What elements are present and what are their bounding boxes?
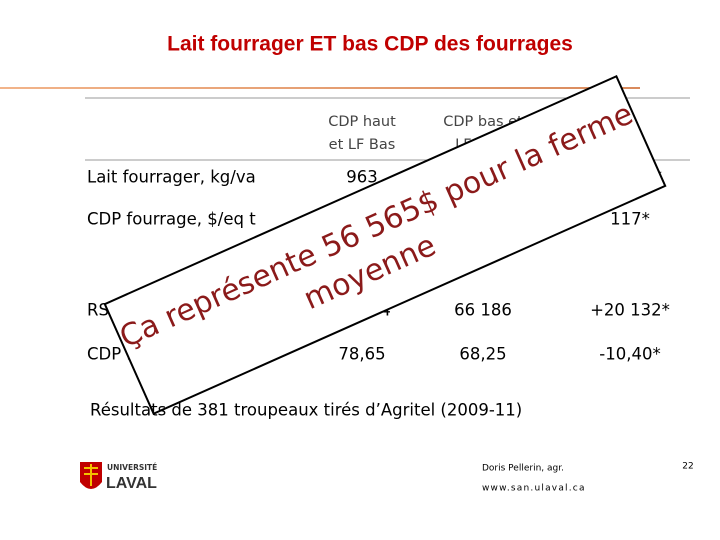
row-label: Lait fourrager, kg/va — [87, 168, 256, 187]
column-header: CDP haut — [328, 114, 396, 130]
cell: +20 132* — [590, 301, 670, 320]
cell: 78,65 — [338, 345, 385, 364]
page-number: 22 — [682, 462, 693, 472]
cell: 963 — [346, 168, 378, 187]
logo-cross — [84, 464, 98, 486]
logo-text: LAVAL — [106, 475, 157, 492]
logo: UNIVERSITÉ LAVAL — [80, 462, 157, 492]
author: Doris Pellerin, agr. — [482, 464, 564, 474]
callout-box — [103, 74, 667, 416]
slide-title: Lait fourrager ET bas CDP des fourrages — [167, 33, 573, 56]
cell: 68,25 — [459, 345, 506, 364]
url: www.san.ulaval.ca — [482, 484, 586, 494]
logo-text: UNIVERSITÉ — [107, 463, 157, 472]
cell: 66 186 — [454, 301, 512, 320]
column-header: et LF Bas — [329, 137, 396, 153]
cell: -10,40* — [599, 345, 660, 364]
row-label: CDP fourrage, $/eq t — [87, 210, 256, 229]
title-rule — [0, 87, 640, 89]
cell: 117* — [610, 210, 650, 229]
footnote: Résultats de 381 troupeaux tirés d’Agrit… — [90, 401, 522, 420]
